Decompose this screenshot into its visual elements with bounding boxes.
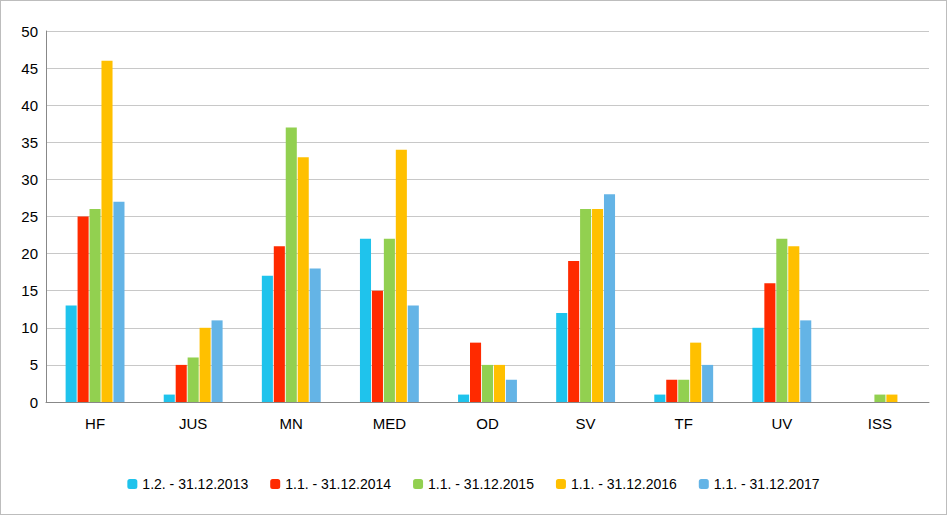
svg-text:50: 50	[21, 23, 38, 40]
svg-text:10: 10	[21, 319, 38, 336]
svg-text:20: 20	[21, 245, 38, 262]
svg-text:25: 25	[21, 208, 38, 225]
svg-text:SV: SV	[576, 415, 596, 432]
svg-text:1.2. - 31.12.2013: 1.2. - 31.12.2013	[142, 476, 248, 492]
svg-text:TF: TF	[675, 415, 693, 432]
svg-text:0: 0	[30, 394, 38, 411]
svg-text:ISS: ISS	[868, 415, 892, 432]
svg-text:1.1. - 31.12.2017: 1.1. - 31.12.2017	[714, 476, 820, 492]
svg-text:5: 5	[30, 356, 38, 373]
svg-text:MN: MN	[280, 415, 303, 432]
svg-text:35: 35	[21, 134, 38, 151]
svg-text:40: 40	[21, 97, 38, 114]
svg-text:15: 15	[21, 282, 38, 299]
svg-text:45: 45	[21, 60, 38, 77]
svg-text:OD: OD	[476, 415, 499, 432]
svg-text:1.1. - 31.12.2016: 1.1. - 31.12.2016	[571, 476, 677, 492]
svg-text:1.1. - 31.12.2015: 1.1. - 31.12.2015	[428, 476, 534, 492]
svg-text:MED: MED	[373, 415, 407, 432]
svg-text:UV: UV	[771, 415, 792, 432]
svg-text:HF: HF	[85, 415, 105, 432]
svg-text:JUS: JUS	[179, 415, 207, 432]
svg-text:1.1. - 31.12.2014: 1.1. - 31.12.2014	[285, 476, 391, 492]
svg-text:30: 30	[21, 171, 38, 188]
